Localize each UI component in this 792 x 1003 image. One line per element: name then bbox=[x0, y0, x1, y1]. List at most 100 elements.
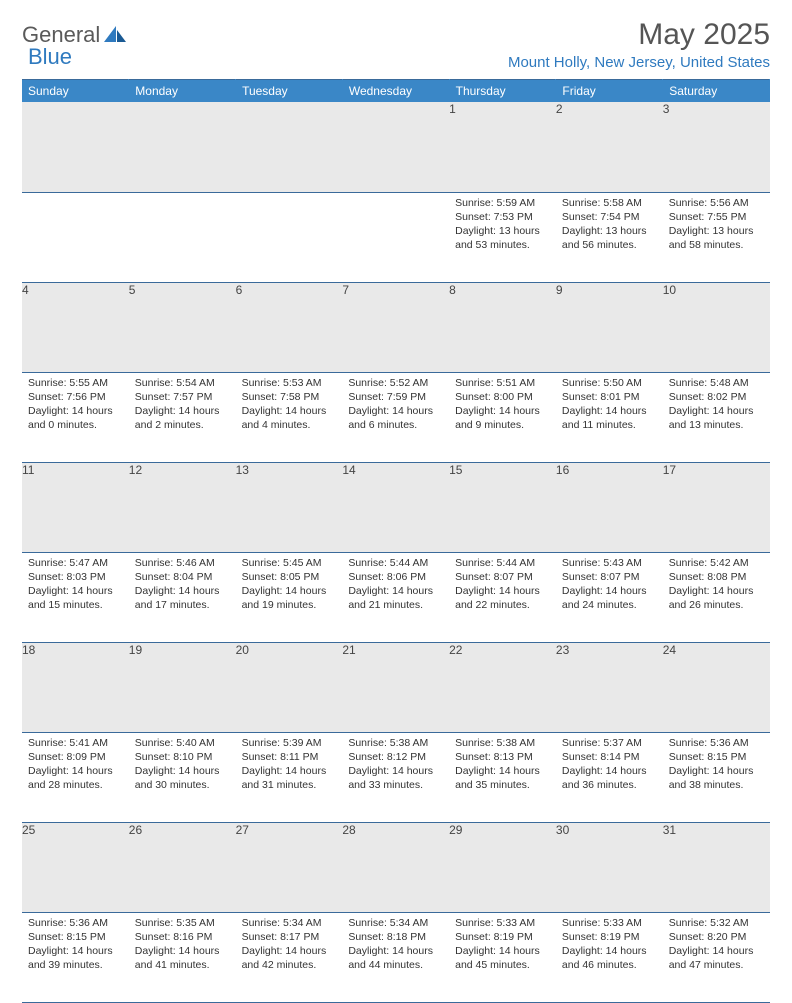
day-number: 26 bbox=[129, 822, 236, 912]
day-cell: Sunrise: 5:32 AMSunset: 8:20 PMDaylight:… bbox=[663, 912, 770, 1002]
day-cell bbox=[22, 192, 129, 282]
sunrise-text: Sunrise: 5:54 AM bbox=[135, 376, 230, 390]
day-cell: Sunrise: 5:46 AMSunset: 8:04 PMDaylight:… bbox=[129, 552, 236, 642]
sunset-text: Sunset: 8:20 PM bbox=[669, 930, 764, 944]
day-cell: Sunrise: 5:55 AMSunset: 7:56 PMDaylight:… bbox=[22, 372, 129, 462]
logo-text-2: Blue bbox=[28, 44, 72, 70]
daylight-text: Daylight: 14 hours and 35 minutes. bbox=[455, 764, 550, 792]
sunrise-text: Sunrise: 5:41 AM bbox=[28, 736, 123, 750]
week-row: Sunrise: 5:55 AMSunset: 7:56 PMDaylight:… bbox=[22, 372, 770, 462]
sunrise-text: Sunrise: 5:43 AM bbox=[562, 556, 657, 570]
month-title: May 2025 bbox=[508, 18, 770, 52]
daynum-row: 45678910 bbox=[22, 282, 770, 372]
daynum-row: 18192021222324 bbox=[22, 642, 770, 732]
daylight-text: Daylight: 13 hours and 56 minutes. bbox=[562, 224, 657, 252]
calendar-table: Sunday Monday Tuesday Wednesday Thursday… bbox=[22, 79, 770, 1003]
daylight-text: Daylight: 14 hours and 19 minutes. bbox=[242, 584, 337, 612]
sunset-text: Sunset: 8:19 PM bbox=[562, 930, 657, 944]
sunrise-text: Sunrise: 5:58 AM bbox=[562, 196, 657, 210]
col-tue: Tuesday bbox=[236, 80, 343, 103]
day-number: 13 bbox=[236, 462, 343, 552]
week-row: Sunrise: 5:59 AMSunset: 7:53 PMDaylight:… bbox=[22, 192, 770, 282]
sunrise-text: Sunrise: 5:55 AM bbox=[28, 376, 123, 390]
sunset-text: Sunset: 8:09 PM bbox=[28, 750, 123, 764]
sunrise-text: Sunrise: 5:50 AM bbox=[562, 376, 657, 390]
week-row: Sunrise: 5:36 AMSunset: 8:15 PM Daylight:… bbox=[22, 912, 770, 1002]
sunset-text: Sunset: 8:18 PM bbox=[348, 930, 443, 944]
sunrise-text: Sunrise: 5:47 AM bbox=[28, 556, 123, 570]
sunrise-text: Sunrise: 5:33 AM bbox=[562, 916, 657, 930]
sunrise-text: Sunrise: 5:38 AM bbox=[455, 736, 550, 750]
day-cell: Sunrise: 5:34 AMSunset: 8:17 PMDaylight:… bbox=[236, 912, 343, 1002]
daylight-text: Daylight: 14 hours and 13 minutes. bbox=[669, 404, 764, 432]
day-number: 22 bbox=[449, 642, 556, 732]
sunset-text: Sunset: 8:15 PM bbox=[28, 930, 123, 944]
sunrise-text: Sunrise: 5:36 AM bbox=[28, 916, 123, 930]
daynum-row: 123 bbox=[22, 102, 770, 192]
daylight-text: Daylight: 14 hours and 42 minutes. bbox=[242, 944, 337, 972]
sunrise-text: Sunrise: 5:44 AM bbox=[348, 556, 443, 570]
daylight-text: Daylight: 14 hours and 17 minutes. bbox=[135, 584, 230, 612]
day-number: 19 bbox=[129, 642, 236, 732]
sunrise-text: Sunrise: 5:34 AM bbox=[242, 916, 337, 930]
day-cell bbox=[342, 192, 449, 282]
col-thu: Thursday bbox=[449, 80, 556, 103]
daylight-text: Daylight: 14 hours and 38 minutes. bbox=[669, 764, 764, 792]
daylight-text: Daylight: 14 hours and 28 minutes. bbox=[28, 764, 123, 792]
day-cell: Sunrise: 5:47 AMSunset: 8:03 PMDaylight:… bbox=[22, 552, 129, 642]
col-mon: Monday bbox=[129, 80, 236, 103]
day-cell: Sunrise: 5:41 AMSunset: 8:09 PMDaylight:… bbox=[22, 732, 129, 822]
daylight-text: Daylight: 14 hours and 47 minutes. bbox=[669, 944, 764, 972]
day-number: 24 bbox=[663, 642, 770, 732]
sunrise-text: Sunrise: 5:56 AM bbox=[669, 196, 764, 210]
sunset-text: Sunset: 8:13 PM bbox=[455, 750, 550, 764]
sunrise-text: Sunrise: 5:52 AM bbox=[348, 376, 443, 390]
daylight-text: Daylight: 14 hours and 15 minutes. bbox=[28, 584, 123, 612]
daylight-text: Daylight: 14 hours and 2 minutes. bbox=[135, 404, 230, 432]
sunset-text: Sunset: 7:53 PM bbox=[455, 210, 550, 224]
header: General May 2025 Mount Holly, New Jersey… bbox=[22, 18, 770, 71]
day-cell: Sunrise: 5:59 AMSunset: 7:53 PMDaylight:… bbox=[449, 192, 556, 282]
day-number: 14 bbox=[342, 462, 449, 552]
day-cell: Sunrise: 5:39 AMSunset: 8:11 PMDaylight:… bbox=[236, 732, 343, 822]
day-number: 17 bbox=[663, 462, 770, 552]
day-number: 15 bbox=[449, 462, 556, 552]
sunrise-text: Sunrise: 5:36 AM bbox=[669, 736, 764, 750]
day-number bbox=[129, 102, 236, 192]
sunset-text: Sunset: 8:07 PM bbox=[455, 570, 550, 584]
week-row: Sunrise: 5:41 AMSunset: 8:09 PMDaylight:… bbox=[22, 732, 770, 822]
sunset-text: Sunset: 7:55 PM bbox=[669, 210, 764, 224]
day-cell: Sunrise: 5:50 AMSunset: 8:01 PMDaylight:… bbox=[556, 372, 663, 462]
day-number: 16 bbox=[556, 462, 663, 552]
day-cell: Sunrise: 5:34 AMSunset: 8:18 PMDaylight:… bbox=[342, 912, 449, 1002]
day-cell: Sunrise: 5:35 AMSunset: 8:16 PMDaylight:… bbox=[129, 912, 236, 1002]
day-number: 8 bbox=[449, 282, 556, 372]
day-cell: Sunrise: 5:44 AMSunset: 8:07 PMDaylight:… bbox=[449, 552, 556, 642]
sunset-text: Sunset: 8:04 PM bbox=[135, 570, 230, 584]
daylight-text: Daylight: 14 hours and 30 minutes. bbox=[135, 764, 230, 792]
sunrise-text: Sunrise: 5:33 AM bbox=[455, 916, 550, 930]
day-number: 30 bbox=[556, 822, 663, 912]
sunrise-text: Sunrise: 5:42 AM bbox=[669, 556, 764, 570]
day-cell: Sunrise: 5:44 AMSunset: 8:06 PMDaylight:… bbox=[342, 552, 449, 642]
sunrise-text: Sunrise: 5:48 AM bbox=[669, 376, 764, 390]
day-cell: Sunrise: 5:54 AMSunset: 7:57 PMDaylight:… bbox=[129, 372, 236, 462]
sunset-text: Sunset: 7:54 PM bbox=[562, 210, 657, 224]
daylight-text: Daylight: 14 hours and 26 minutes. bbox=[669, 584, 764, 612]
sunrise-text: Sunrise: 5:37 AM bbox=[562, 736, 657, 750]
day-cell: Sunrise: 5:51 AMSunset: 8:00 PMDaylight:… bbox=[449, 372, 556, 462]
day-number: 20 bbox=[236, 642, 343, 732]
daylight-text: Daylight: 13 hours and 58 minutes. bbox=[669, 224, 764, 252]
sunset-text: Sunset: 8:15 PM bbox=[669, 750, 764, 764]
day-number: 4 bbox=[22, 282, 129, 372]
daylight-text: Daylight: 14 hours and 24 minutes. bbox=[562, 584, 657, 612]
day-cell bbox=[236, 192, 343, 282]
day-cell: Sunrise: 5:38 AMSunset: 8:13 PMDaylight:… bbox=[449, 732, 556, 822]
day-cell bbox=[129, 192, 236, 282]
day-number bbox=[22, 102, 129, 192]
sunrise-text: Sunrise: 5:53 AM bbox=[242, 376, 337, 390]
daylight-text: Daylight: 14 hours and 4 minutes. bbox=[242, 404, 337, 432]
day-number: 6 bbox=[236, 282, 343, 372]
day-number: 27 bbox=[236, 822, 343, 912]
sunset-text: Sunset: 8:11 PM bbox=[242, 750, 337, 764]
